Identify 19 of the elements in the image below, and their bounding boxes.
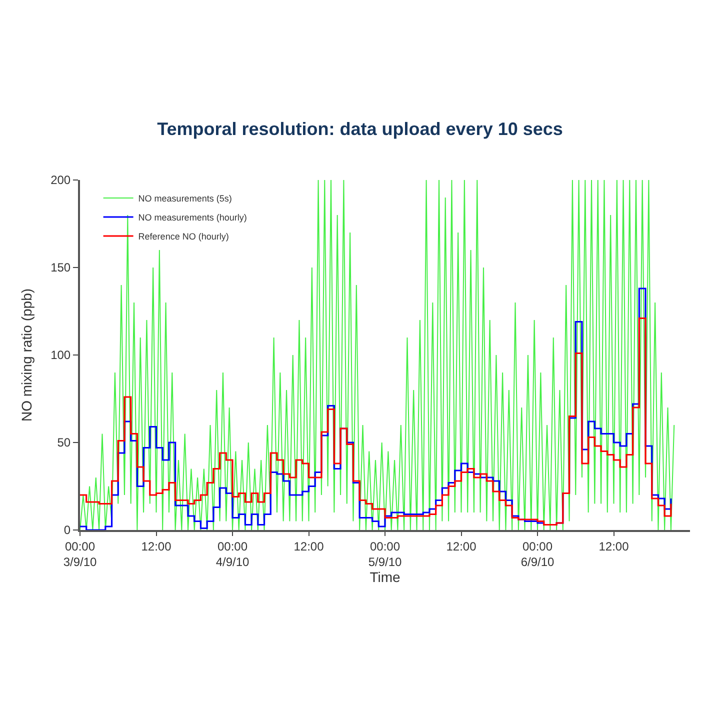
legend-label: NO measurements (5s) — [138, 194, 232, 204]
x-tick-label: 00:00 5/9/10 — [368, 539, 402, 569]
y-tick-label: 150 — [50, 260, 71, 275]
legend-label: NO measurements (hourly) — [138, 212, 247, 223]
x-tick-label: 12:00 — [446, 539, 477, 554]
y-tick-label: 200 — [50, 173, 71, 188]
y-tick-label: 0 — [64, 523, 71, 538]
x-tick-label: 00:00 4/9/10 — [216, 539, 250, 569]
x-tick-label: 12:00 — [141, 539, 172, 554]
x-axis-title: Time — [370, 569, 401, 585]
legend-label: Reference NO (hourly) — [138, 232, 229, 242]
y-axis-title: NO mixing ratio (ppb) — [18, 288, 35, 422]
y-tick-label: 50 — [57, 436, 71, 450]
x-tick-label: 12:00 — [294, 539, 324, 554]
y-tick-label: 100 — [50, 348, 71, 362]
chart-title: Temporal resolution: data upload every 10 secs — [157, 119, 563, 139]
x-tick-label: 00:00 3/9/10 — [63, 539, 97, 569]
x-tick-label: 12:00 — [598, 539, 630, 554]
x-tick-label: 00:00 6/9/10 — [520, 539, 554, 569]
